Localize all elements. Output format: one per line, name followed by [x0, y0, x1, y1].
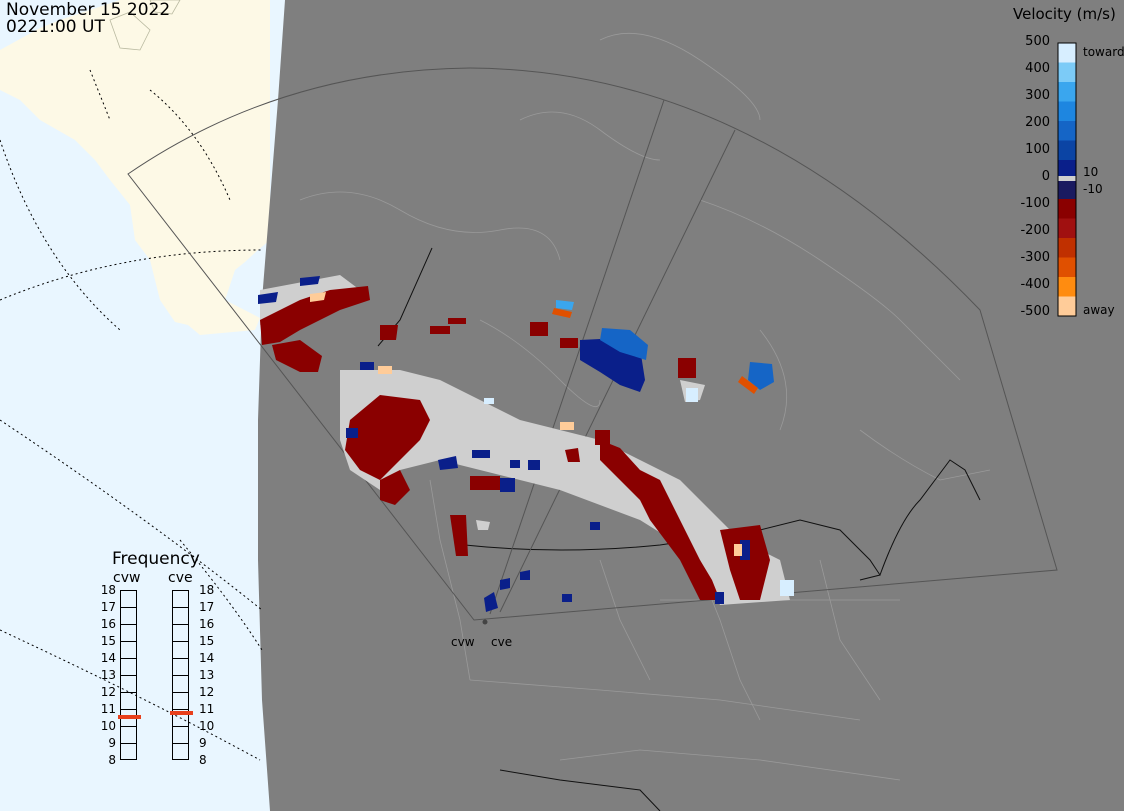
freq-col-label-cve: cve: [168, 570, 193, 586]
alaska-coast-islands: [109, 0, 181, 51]
freq-col-label-cvw: cvw: [113, 570, 141, 586]
frequency-scale-label: 13: [100, 668, 116, 682]
mag-grid: [0, 69, 263, 761]
frequency-gridline: [121, 726, 136, 727]
colorbar-swatch: [1058, 62, 1076, 83]
frequency-indicator: [118, 714, 141, 719]
colorbar-swatch: [1058, 257, 1076, 278]
inner-label-pos: 10: [1083, 165, 1099, 179]
frequency-scale-label: 14: [100, 651, 116, 665]
frequency-scale-label: 11: [199, 702, 215, 716]
frequency-scale-label: 18: [199, 583, 215, 597]
radar-label-cvw: cvw: [451, 635, 475, 649]
frequency-indicator: [170, 711, 193, 716]
inner-label-neg: -10: [1083, 182, 1103, 196]
frequency-gridline: [173, 658, 188, 659]
frequency-scale-label: 16: [100, 617, 116, 631]
frequency-scale-label: 15: [100, 634, 116, 648]
colorbar-swatch: [1058, 82, 1076, 102]
frequency-gridline: [173, 607, 188, 608]
colorbar-swatch: [1058, 160, 1076, 180]
frequency-gridline: [121, 624, 136, 625]
frequency-scale-label: 11: [100, 702, 116, 716]
frequency-gridline: [173, 743, 188, 744]
frequency-gridline: [121, 607, 136, 608]
frequency-gridline: [121, 641, 136, 642]
frequency-gridline: [173, 641, 188, 642]
night-region: [258, 0, 1124, 811]
colorbar-zero-band: [1058, 176, 1076, 181]
borders: [377, 247, 981, 811]
frequency-gridline: [121, 675, 136, 676]
away-velocity-cells: [260, 286, 770, 600]
frequency-scale-label: 16: [199, 617, 215, 631]
alaska-land: [0, 0, 270, 335]
frequency-scale-label: 13: [199, 668, 215, 682]
frequency-column-cve: [170, 590, 193, 760]
coastlines: [299, 32, 991, 781]
legend-tick-label: -300: [1020, 250, 1050, 265]
away-fast-cells: [552, 308, 758, 394]
frequency-scale-label: 8: [199, 753, 207, 767]
colorbar-swatch: [1058, 218, 1076, 239]
away-label: away: [1083, 303, 1115, 317]
frequency-title: Frequency: [112, 549, 200, 569]
colorbar-swatch: [1058, 199, 1076, 219]
frequency-scale-label: 18: [100, 583, 116, 597]
colorbar-swatch: [1058, 43, 1076, 63]
radar-label-cve: cve: [491, 635, 513, 649]
toward-label: toward: [1083, 45, 1124, 59]
date-label: November 15 2022: [6, 0, 171, 20]
colorbar-swatch: [1058, 296, 1076, 317]
frequency-scale-label: 17: [100, 600, 116, 614]
legend-tick-label: 200: [1025, 115, 1050, 130]
frequency-scale-label: 15: [199, 634, 215, 648]
toward-strong-cells: [600, 328, 774, 390]
frequency-scale-label: 14: [199, 651, 215, 665]
legend-tick-label: 400: [1025, 61, 1050, 76]
legend-tick-label: -100: [1020, 196, 1050, 211]
frequency-scale-label: 9: [199, 736, 207, 750]
legend-tick-label: 500: [1025, 34, 1050, 49]
frequency-gridline: [173, 709, 188, 710]
frequency-gridline: [121, 658, 136, 659]
frequency-scale-label: 17: [199, 600, 215, 614]
time-label: 0221:00 UT: [6, 17, 105, 37]
legend-tick-label: -500: [1020, 304, 1050, 319]
colorbar-swatch: [1058, 179, 1076, 200]
colorbar-swatch: [1058, 121, 1076, 141]
frequency-column-cvw: [118, 590, 141, 760]
frequency-scale-label: 8: [108, 753, 116, 767]
legend-tick-label: -400: [1020, 277, 1050, 292]
frequency-gridline: [121, 743, 136, 744]
velocity-colorbar: [1057, 42, 1077, 317]
legend-tick-label: 100: [1025, 142, 1050, 157]
legend-tick-label: -200: [1020, 223, 1050, 238]
colorbar-swatch: [1058, 140, 1076, 161]
frequency-scale-label: 9: [108, 736, 116, 750]
colorbar-frame: [1057, 42, 1077, 317]
frequency-gridline: [173, 675, 188, 676]
frequency-gridline: [121, 692, 136, 693]
frequency-gridline: [121, 709, 136, 710]
legend-title: Velocity (m/s): [1013, 5, 1116, 23]
colorbar-swatch: [1058, 101, 1076, 122]
colorbar-swatch: [1058, 277, 1076, 297]
legend-tick-label: 300: [1025, 88, 1050, 103]
toward-fast-cells: [556, 300, 574, 310]
frequency-scale-label: 12: [100, 685, 116, 699]
frequency-scale-label: 10: [199, 719, 215, 733]
frequency-gridline: [173, 726, 188, 727]
frequency-scale-label: 10: [100, 719, 116, 733]
frequency-scale-label: 12: [199, 685, 215, 699]
frequency-gridline: [173, 692, 188, 693]
colorbar-swatch: [1058, 238, 1076, 258]
radar-site-marker: [482, 619, 488, 625]
frequency-gridline: [173, 624, 188, 625]
legend-tick-label: 0: [1041, 169, 1050, 184]
